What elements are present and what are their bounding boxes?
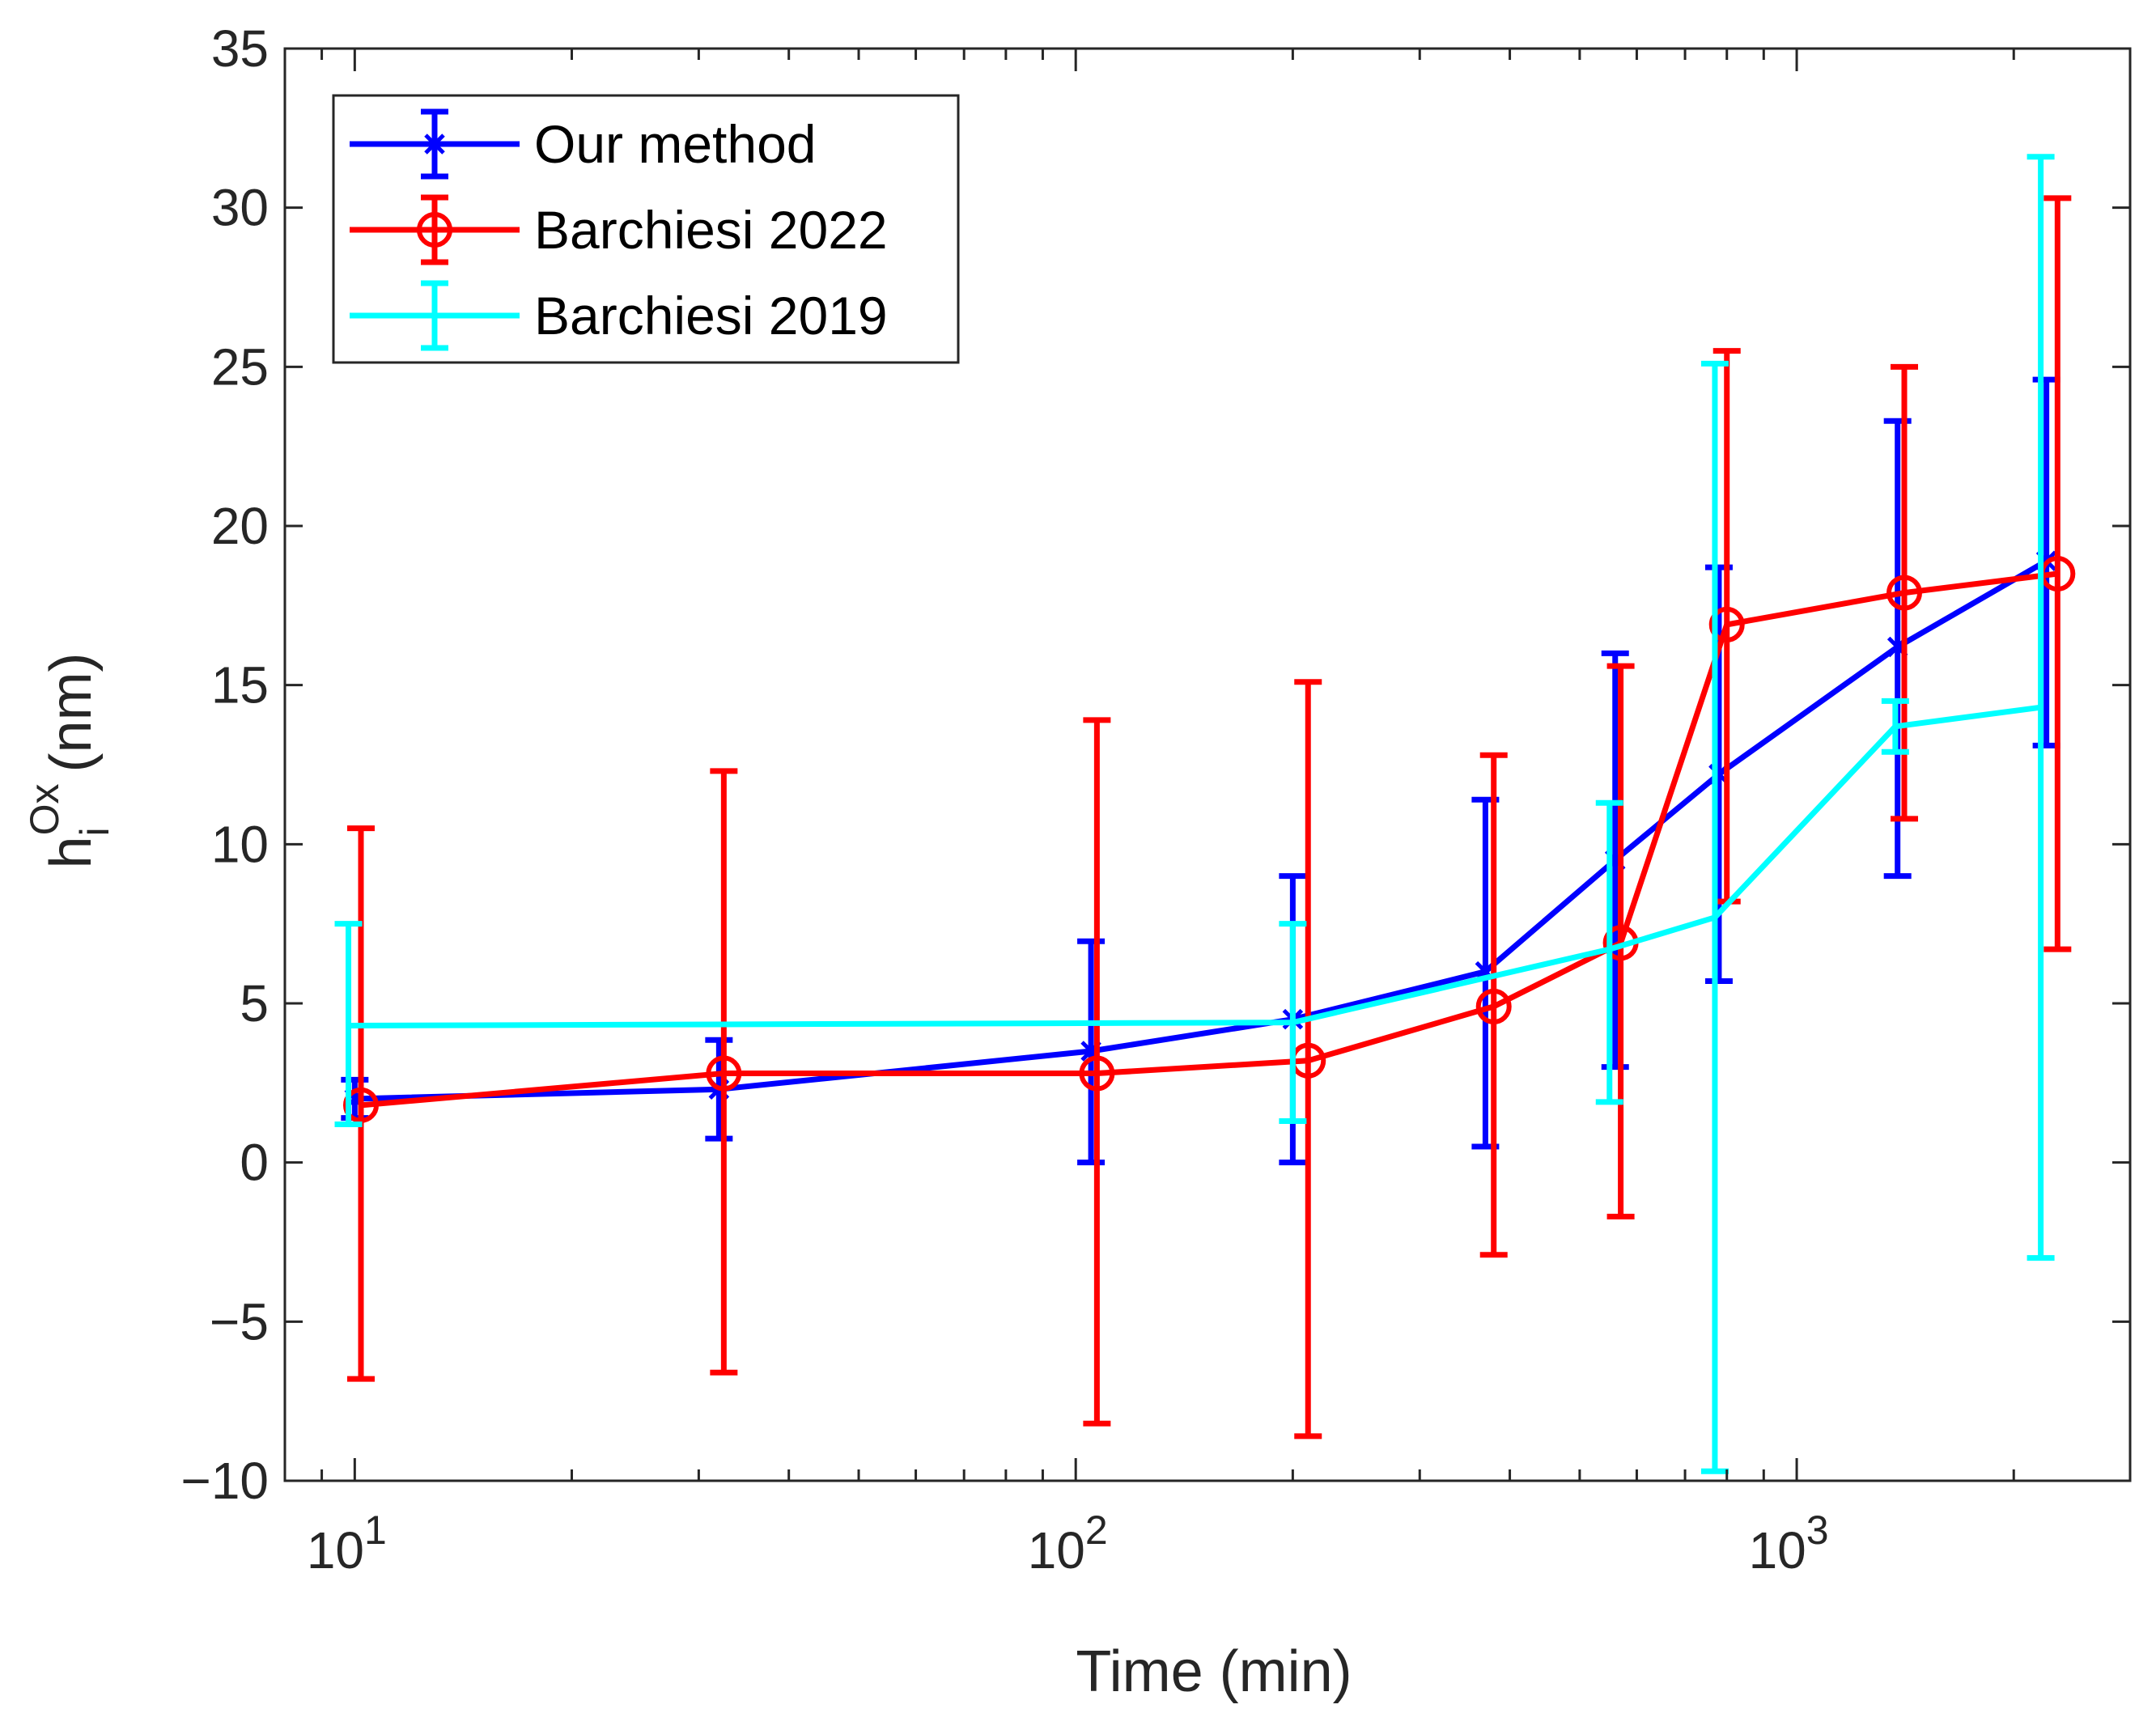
legend-entry-0: Our method [350, 108, 817, 180]
x-tick-label-2: 103 [1749, 1507, 1829, 1579]
data-point-1-7 [1886, 575, 1922, 611]
x-axis-title: Time (min) [1076, 1639, 1352, 1704]
legend-marker-1 [417, 212, 452, 248]
y-axis-title-sub: i [72, 827, 117, 836]
legend-label-2: Barchiesi 2019 [534, 286, 888, 346]
x-tick-label-exp-0: 1 [364, 1507, 387, 1553]
legend-marker-0-b [424, 134, 445, 155]
x-tick-label-base-0: 10 [307, 1521, 364, 1579]
x-tick-label-exp-1: 2 [1085, 1507, 1108, 1553]
y-axis-title-base: h [39, 836, 104, 868]
x-tick-label-exp-2: 3 [1806, 1507, 1829, 1553]
series-2 [334, 154, 2055, 1474]
x-tick-label-base-1: 10 [1028, 1521, 1085, 1579]
y-axis-title-group: hi Ox (nm) [22, 652, 117, 868]
x-tick-label-0: 101 [307, 1507, 387, 1579]
y-tick-label-3: 5 [240, 974, 269, 1032]
series-line-2 [348, 704, 2042, 1028]
y-axis-title-sup: Ox [22, 783, 67, 835]
y-axis-title-unit: (nm) [39, 652, 104, 772]
y-tick-label-9: 35 [211, 19, 269, 78]
y-tick-label-0: −10 [180, 1452, 269, 1510]
data-point-1-1 [706, 1055, 742, 1092]
legend-label-1: Barchiesi 2022 [534, 200, 888, 260]
legend: Our method Barchiesi 2022 Barchiesi 2019 [332, 94, 960, 364]
y-tick-label-7: 25 [211, 337, 269, 396]
y-tick-label-4: 10 [211, 815, 269, 873]
series-1 [342, 195, 2076, 1440]
x-tick-label-1: 102 [1028, 1507, 1108, 1579]
data-point-1-4 [1475, 988, 1512, 1024]
data-point-1-6 [1708, 606, 1745, 642]
data-point-1-0 [342, 1087, 379, 1123]
legend-entry-1: Barchiesi 2022 [350, 194, 888, 265]
y-tick-label-5: 15 [211, 656, 269, 714]
data-point-1-2 [1079, 1055, 1115, 1092]
legend-label-0: Our method [534, 114, 817, 174]
y-tick-label-2: 0 [240, 1134, 269, 1192]
plot-area [334, 154, 2076, 1474]
x-tick-label-base-2: 10 [1749, 1521, 1806, 1579]
y-tick-label-6: 20 [211, 497, 269, 555]
x-axis-title-group: Time (min) [1076, 1639, 1352, 1704]
legend-entry-2: Barchiesi 2019 [350, 280, 888, 351]
y-tick-label-1: −5 [210, 1292, 269, 1350]
axes-box [283, 47, 2132, 1482]
y-axis-title: hi Ox (nm) [22, 652, 117, 868]
y-tick-label-8: 30 [211, 179, 269, 237]
